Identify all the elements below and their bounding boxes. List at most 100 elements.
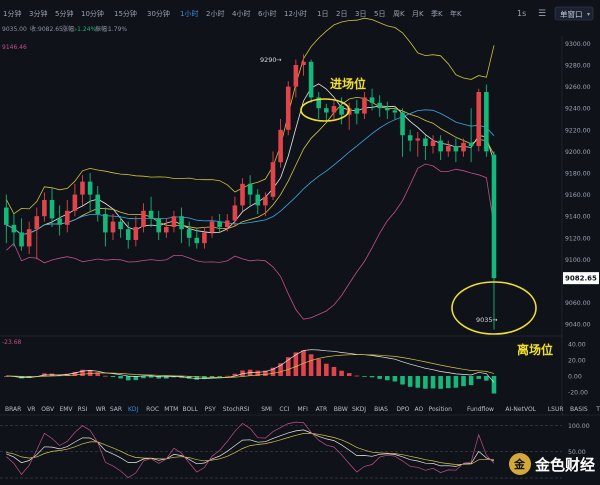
- indicator-tab-sar[interactable]: SAR: [110, 406, 122, 413]
- interval-tab-11[interactable]: 1日: [317, 10, 328, 18]
- interval-tab-12[interactable]: 2日: [336, 10, 347, 18]
- entry-label: 进场位: [330, 76, 366, 91]
- indicator-tab-cci[interactable]: CCI: [279, 406, 289, 413]
- indicator-tab-basis[interactable]: BASIS: [570, 406, 588, 413]
- window-mode-button[interactable]: [554, 6, 594, 21]
- indicator-tab-bbw[interactable]: BBW: [334, 406, 348, 413]
- candle-body: [301, 61, 306, 65]
- kdj-k-line: [6, 429, 495, 467]
- indicator-tab-rsi[interactable]: RSI: [78, 406, 88, 413]
- interval-tab-8[interactable]: 4小时: [232, 9, 250, 18]
- indicator-tab-position[interactable]: Position: [429, 406, 453, 413]
- indicator-tab-dpo[interactable]: DPO: [396, 406, 409, 413]
- price-tick-4: 9220.00: [565, 127, 591, 134]
- macd-bar: [95, 372, 101, 376]
- interval-tab-16[interactable]: 月K: [412, 10, 424, 18]
- candle-body: [194, 237, 200, 244]
- interval-tab-17[interactable]: 季K: [431, 9, 443, 18]
- interval-tab-13[interactable]: 3日: [355, 10, 366, 18]
- interval-tab-1[interactable]: 3分钟: [29, 9, 47, 18]
- macd-bar: [72, 371, 78, 376]
- indicator-tab-boll[interactable]: BOLL: [182, 406, 198, 413]
- interval-tab-7[interactable]: 2小时: [206, 9, 224, 18]
- indicator-tab-fundflow[interactable]: Fundflow: [467, 406, 494, 413]
- candle-body: [339, 106, 344, 115]
- candle-body: [255, 194, 261, 206]
- macd-bar: [87, 370, 93, 376]
- indicator-tab-psy[interactable]: PSY: [205, 406, 216, 413]
- watermark-logo-glyph: 金: [513, 457, 526, 471]
- boll-lower: [6, 163, 495, 320]
- indicator-tab-vr[interactable]: VR: [27, 406, 35, 413]
- candle-body: [232, 205, 238, 221]
- macd-bar: [118, 376, 123, 379]
- kdj-panel: [0, 421, 562, 479]
- indicator-tab-bias[interactable]: BIAS: [374, 406, 388, 413]
- indicator-tab-mtm[interactable]: MTM: [164, 406, 178, 413]
- macd-bar: [217, 376, 222, 377]
- candle-body: [4, 207, 9, 225]
- indicator-tab-lsur[interactable]: LSUR: [548, 406, 564, 413]
- macd-bar: [125, 376, 131, 381]
- price-tick-2: 9260.00: [565, 84, 591, 91]
- macd-bar: [407, 376, 413, 387]
- interval-tab-14[interactable]: 5日: [374, 10, 385, 18]
- indicator-tab-kdj[interactable]: KDJ: [128, 406, 139, 413]
- current-price-tag: [563, 272, 599, 285]
- price-tick-13: 9040.00: [565, 322, 591, 329]
- watermark: 金 金色财经: [509, 453, 595, 475]
- low-marker-arrow: →: [492, 316, 498, 324]
- candle-body: [400, 112, 405, 136]
- macd-bar: [430, 376, 436, 389]
- macd-bar: [484, 376, 489, 381]
- ma-line-5: [6, 83, 495, 236]
- interval-tab-3[interactable]: 10分钟: [81, 9, 104, 18]
- indicator-tab-atr[interactable]: ATR: [316, 406, 327, 413]
- interval-tab-6[interactable]: 1小时: [180, 9, 198, 18]
- candle-body: [392, 110, 398, 113]
- indicator-tab-skdj[interactable]: SKDJ: [352, 406, 366, 413]
- interval-tab-10[interactable]: 12小时: [284, 9, 307, 18]
- price-tick-7: 9160.00: [565, 192, 591, 199]
- candle-body: [224, 220, 230, 227]
- macd-bar: [445, 376, 451, 389]
- interval-tab-5[interactable]: 30分钟: [147, 9, 170, 18]
- info-change-label: 涨幅:: [62, 25, 76, 33]
- macd-bar: [308, 354, 314, 376]
- indicator-tab-roc[interactable]: ROC: [146, 406, 159, 413]
- indicator-tab-ao[interactable]: AO: [415, 406, 424, 413]
- candle-body: [19, 232, 24, 247]
- indicator-tab-brar[interactable]: BRAR: [5, 406, 21, 413]
- indicator-tab-obv[interactable]: OBV: [41, 406, 55, 413]
- indicator-tab-emv[interactable]: EMV: [59, 406, 73, 413]
- watermark-text: 金色财经: [534, 456, 595, 474]
- macd-dea-line: [6, 354, 495, 378]
- chevron-down-icon: ▾: [587, 11, 590, 18]
- interval-tab-15[interactable]: 周K: [393, 10, 405, 18]
- right-interval[interactable]: 1s: [517, 9, 526, 18]
- price-tick-9: 9120.00: [565, 235, 591, 242]
- macd-bar: [491, 376, 497, 394]
- macd-readout: -23.68: [2, 339, 22, 346]
- indicator-tab-wr[interactable]: WR: [96, 406, 106, 413]
- macd-bar: [224, 375, 230, 377]
- interval-tab-0[interactable]: 1分钟: [3, 9, 21, 18]
- indicator-tab-tvolume[interactable]: TVolume: [595, 406, 600, 413]
- price-tick-3: 9240.00: [565, 106, 591, 113]
- macd-bar: [278, 363, 283, 376]
- candle-body: [95, 194, 101, 215]
- interval-tab-2[interactable]: 5分钟: [55, 9, 73, 18]
- macd-bar: [423, 376, 428, 389]
- indicator-tab-smi[interactable]: SMI: [261, 406, 272, 413]
- indicator-tab-mfi[interactable]: MFI: [298, 406, 309, 413]
- interval-tab-4[interactable]: 15分钟: [114, 9, 137, 18]
- indicator-tab-ai-netvol[interactable]: AI-NetVOL: [505, 406, 536, 413]
- indicator-tab-stochrsi[interactable]: StochRSI: [223, 406, 250, 413]
- interval-tab-9[interactable]: 6小时: [258, 9, 276, 18]
- info-close: 收:9082.65: [30, 25, 63, 33]
- macd-bar: [377, 376, 382, 379]
- macd-bar: [103, 375, 108, 377]
- list-icon[interactable]: ☰: [538, 9, 546, 19]
- interval-tab-18[interactable]: 年K: [450, 9, 462, 18]
